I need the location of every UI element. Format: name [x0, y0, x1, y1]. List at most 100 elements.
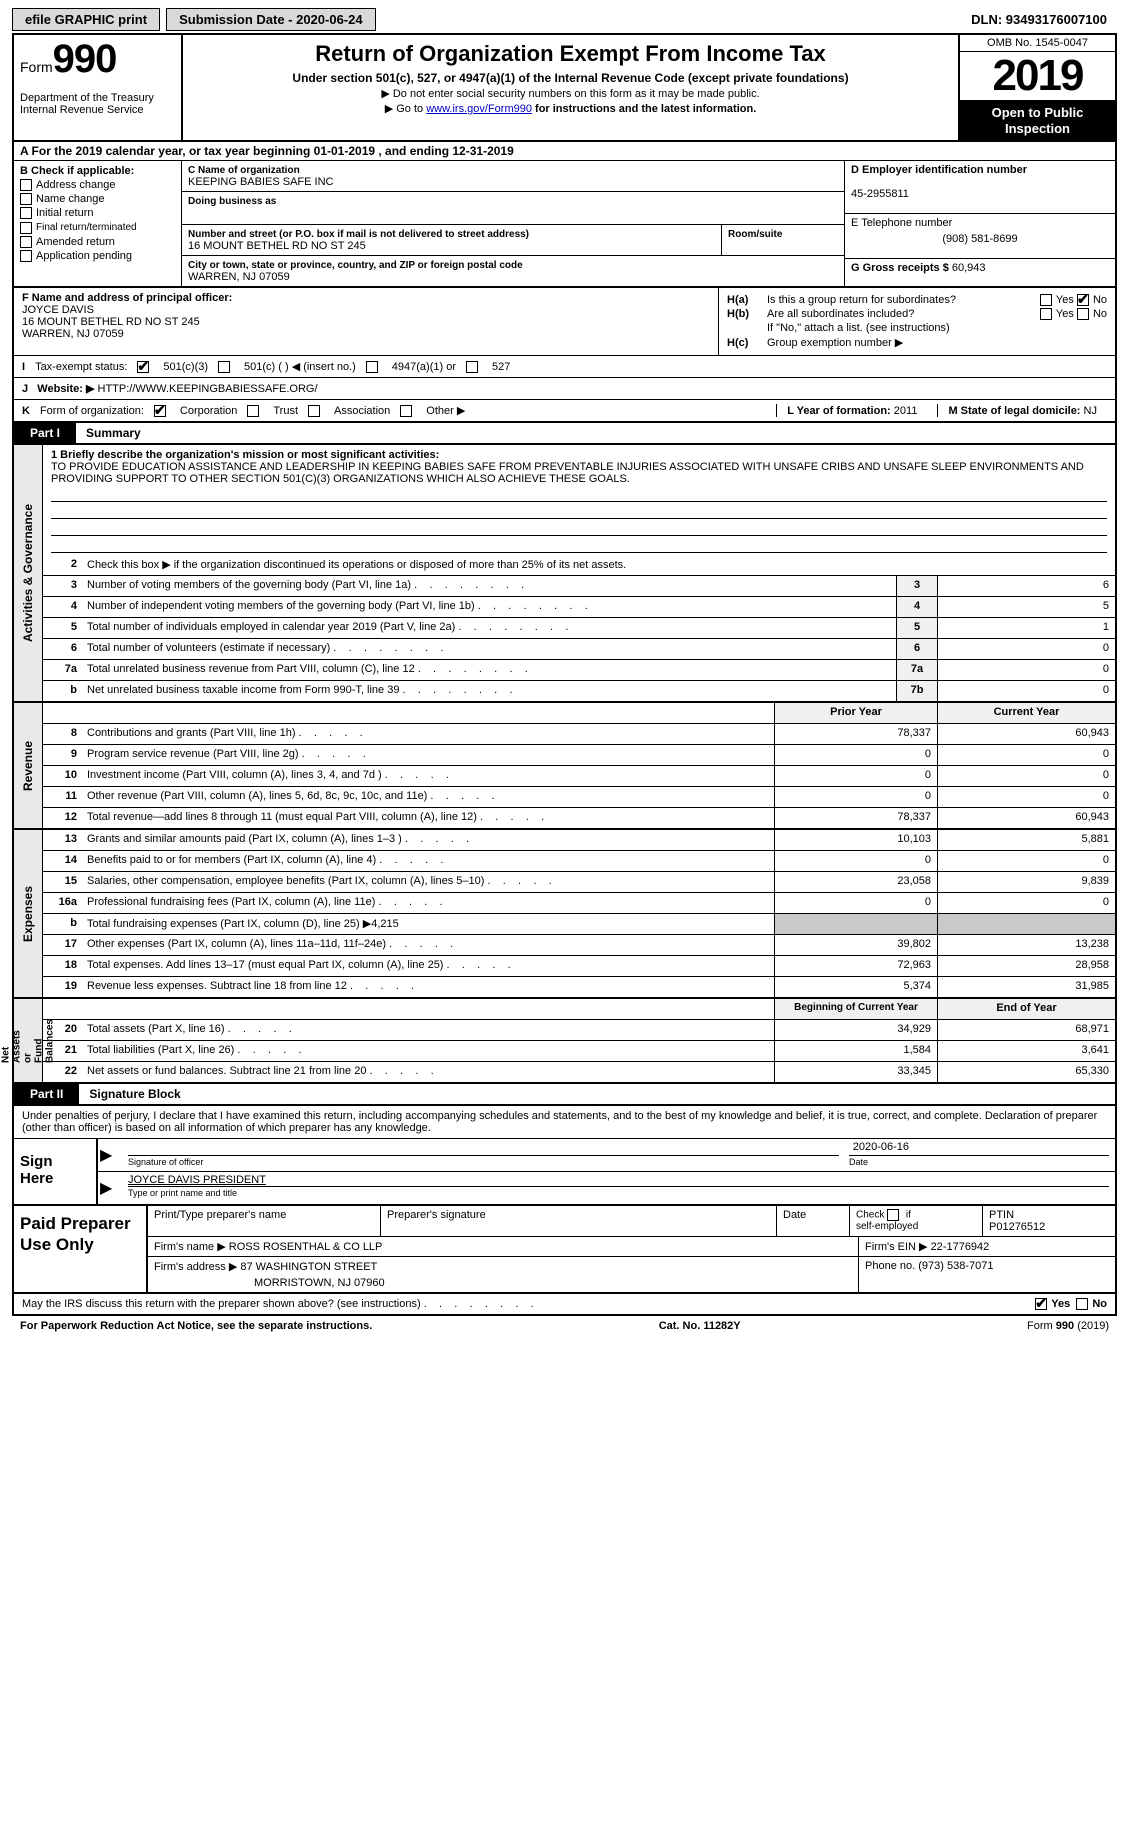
- hb-note: If "No," attach a list. (see instruction…: [727, 322, 1107, 334]
- vlabel-governance: Activities & Governance: [21, 504, 35, 642]
- officer-name: JOYCE DAVIS: [22, 304, 94, 316]
- street-address: 16 MOUNT BETHEL RD NO ST 245: [188, 240, 366, 252]
- chk-corp[interactable]: [154, 405, 166, 417]
- hb-yes[interactable]: [1040, 308, 1052, 320]
- org-name-label: C Name of organization: [188, 165, 300, 176]
- chk-name[interactable]: [20, 193, 32, 205]
- ha-yes[interactable]: [1040, 294, 1052, 306]
- end-year-hdr: End of Year: [937, 999, 1115, 1019]
- mission-text: TO PROVIDE EDUCATION ASSISTANCE AND LEAD…: [51, 461, 1084, 485]
- form-number: 990: [53, 37, 117, 81]
- sig-officer-label: Signature of officer: [128, 1155, 839, 1167]
- typed-name-label: Type or print name and title: [128, 1186, 1109, 1198]
- domicile: NJ: [1084, 405, 1097, 417]
- prep-name-hdr: Print/Type preparer's name: [148, 1206, 381, 1236]
- section-bcd: B Check if applicable: Address change Na…: [12, 161, 1117, 288]
- officer-typed-name: JOYCE DAVIS PRESIDENT: [128, 1174, 1109, 1186]
- prep-self-hdr: Check ifself-employed: [850, 1206, 983, 1236]
- efile-button[interactable]: efile GRAPHIC print: [12, 8, 160, 31]
- subtitle-3: Go to www.irs.gov/Form990 for instructio…: [191, 102, 950, 115]
- sign-here: Sign Here ▶ 2020-06-16 Signature of offi…: [12, 1139, 1117, 1206]
- form-title: Return of Organization Exempt From Incom…: [191, 41, 950, 67]
- dln: DLN: 93493176007100: [971, 12, 1117, 27]
- chk-other[interactable]: [400, 405, 412, 417]
- prep-ptin: PTINP01276512: [983, 1206, 1115, 1236]
- gross-label: G Gross receipts $: [851, 262, 949, 274]
- vlabel-expenses: Expenses: [21, 886, 35, 942]
- chk-pending[interactable]: [20, 250, 32, 262]
- omb-number: OMB No. 1545-0047: [960, 35, 1115, 52]
- chk-address[interactable]: [20, 179, 32, 191]
- form-label: Form: [20, 59, 53, 75]
- dba-label: Doing business as: [188, 196, 276, 207]
- addr-label: Number and street (or P.O. box if mail i…: [188, 229, 529, 240]
- tel-label: E Telephone number: [851, 217, 952, 229]
- chk-501c[interactable]: [218, 361, 230, 373]
- ha-no[interactable]: [1077, 294, 1089, 306]
- sign-date: 2020-06-16: [128, 1141, 1109, 1155]
- row-k: K Form of organization: Corporation Trus…: [12, 400, 1117, 423]
- row-a: A For the 2019 calendar year, or tax yea…: [12, 142, 1117, 161]
- chk-4947[interactable]: [366, 361, 378, 373]
- chk-initial[interactable]: [20, 207, 32, 219]
- current-year-hdr: Current Year: [937, 703, 1115, 723]
- page-footer: For Paperwork Reduction Act Notice, see …: [12, 1316, 1117, 1336]
- hc-label: H(c): [727, 337, 767, 349]
- section-fh: F Name and address of principal officer:…: [12, 288, 1117, 356]
- gross-receipts: 60,943: [952, 262, 986, 274]
- chk-trust[interactable]: [247, 405, 259, 417]
- officer-label: F Name and address of principal officer:: [22, 292, 232, 304]
- city-state-zip: WARREN, NJ 07059: [188, 271, 290, 283]
- part1-header: Part I Summary: [12, 423, 1117, 445]
- room-label: Room/suite: [728, 229, 782, 240]
- officer-addr2: WARREN, NJ 07059: [22, 328, 124, 340]
- chk-self-employed[interactable]: [887, 1209, 899, 1221]
- vlabel-netassets: Net Assets or Fund Balances: [1, 1019, 56, 1063]
- prep-date-hdr: Date: [777, 1206, 850, 1236]
- discuss-row: May the IRS discuss this return with the…: [12, 1294, 1117, 1316]
- box-b-title: B Check if applicable:: [20, 165, 175, 177]
- open-inspection: Open to Public Inspection: [960, 101, 1115, 140]
- discuss-no[interactable]: [1076, 1298, 1088, 1310]
- begin-year-hdr: Beginning of Current Year: [774, 999, 937, 1019]
- expenses-section: Expenses 13Grants and similar amounts pa…: [12, 830, 1117, 999]
- org-name: KEEPING BABIES SAFE INC: [188, 176, 334, 188]
- firm-name: ROSS ROSENTHAL & CO LLP: [229, 1241, 383, 1253]
- discuss-yes[interactable]: [1035, 1298, 1047, 1310]
- firm-ein: 22-1776942: [931, 1241, 990, 1253]
- vlabel-revenue: Revenue: [21, 741, 35, 791]
- year-formation: 2011: [894, 405, 918, 417]
- paid-preparer: Paid Preparer Use Only Print/Type prepar…: [12, 1206, 1117, 1294]
- subtitle-2: Do not enter social security numbers on …: [191, 87, 950, 100]
- chk-amended[interactable]: [20, 236, 32, 248]
- hb-label: H(b): [727, 308, 767, 320]
- website[interactable]: HTTP://WWW.KEEPINGBABIESSAFE.ORG/: [98, 383, 318, 395]
- irs-link[interactable]: www.irs.gov/Form990: [426, 103, 532, 115]
- ha-label: H(a): [727, 294, 767, 306]
- line2-text: Check this box ▶ if the organization dis…: [81, 555, 1115, 575]
- chk-501c3[interactable]: [137, 361, 149, 373]
- hb-no[interactable]: [1077, 308, 1089, 320]
- submission-date: Submission Date - 2020-06-24: [166, 8, 376, 31]
- chk-final[interactable]: [20, 222, 32, 234]
- subtitle-1: Under section 501(c), 527, or 4947(a)(1)…: [191, 71, 950, 85]
- department: Department of the Treasury Internal Reve…: [20, 92, 175, 116]
- row-j: J Website: ▶ HTTP://WWW.KEEPINGBABIESSAF…: [12, 378, 1117, 400]
- mission-label: 1 Briefly describe the organization's mi…: [51, 449, 439, 461]
- top-bar: efile GRAPHIC print Submission Date - 20…: [12, 8, 1117, 31]
- governance-section: Activities & Governance 1 Briefly descri…: [12, 445, 1117, 703]
- hb-text: Are all subordinates included?: [767, 308, 1040, 320]
- form-header: Form990 Department of the Treasury Inter…: [12, 33, 1117, 142]
- ein-label: D Employer identification number: [851, 164, 1027, 176]
- telephone: (908) 581-8699: [851, 233, 1109, 245]
- firm-phone: (973) 538-7071: [918, 1260, 993, 1272]
- chk-527[interactable]: [466, 361, 478, 373]
- row-i: I Tax-exempt status: 501(c)(3) 501(c) ( …: [12, 356, 1117, 378]
- chk-assoc[interactable]: [308, 405, 320, 417]
- firm-addr1: 87 WASHINGTON STREET: [240, 1261, 377, 1273]
- ein: 45-2955811: [851, 188, 909, 200]
- perjury-text: Under penalties of perjury, I declare th…: [12, 1106, 1117, 1139]
- city-label: City or town, state or province, country…: [188, 260, 523, 271]
- hc-text: Group exemption number ▶: [767, 336, 1107, 349]
- prior-year-hdr: Prior Year: [774, 703, 937, 723]
